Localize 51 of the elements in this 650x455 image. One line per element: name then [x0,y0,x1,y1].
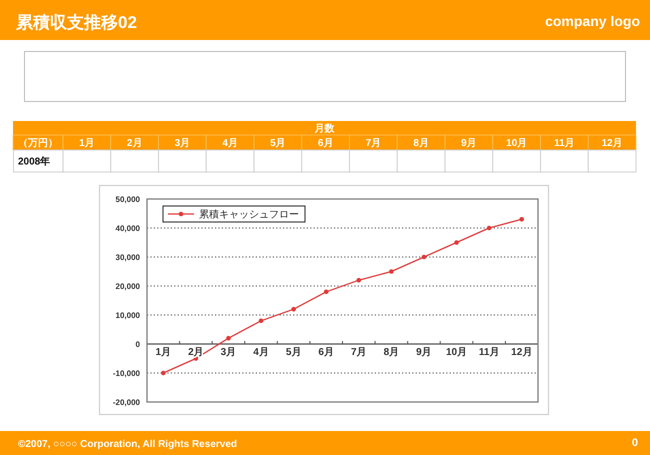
text: company logo [545,13,640,29]
x-tick-label: 1月 [156,347,172,358]
point [454,240,459,245]
y-tick-label: 50,000 [116,195,141,204]
x-tick-label: 6月 [318,347,334,358]
y-tick-label: 40,000 [116,224,141,233]
point [258,318,264,324]
y-tick-label: 20,000 [116,282,141,291]
point [389,269,394,274]
text: ©2007, ○○○○ Corporation, All Rights Reserved [18,439,237,450]
y-tick-label: -20,000 [112,398,141,407]
x-tick-label: 11月 [478,347,500,358]
x-tick-label: 12月 [602,138,623,150]
x-tick-label: 10月 [446,347,468,358]
legend-label: 累積キャッシュフロー [199,208,299,221]
point [324,290,329,294]
x-tick-label: 10月 [506,138,528,150]
x-tick-label: 3月 [174,138,190,150]
x-tick-label: 9月 [416,347,432,358]
text: 累積収支推移02 [15,13,137,32]
x-tick-label: 2月 [188,347,204,358]
x-tick-label: 7月 [366,138,382,150]
point [519,217,524,222]
point [291,306,296,312]
x-tick-label: 1月 [79,138,95,150]
x-tick-label: 7月 [351,347,367,358]
x-tick-label: 5月 [270,138,286,150]
x-tick-label: 12月 [511,347,532,358]
x-tick-label: 8月 [413,138,429,150]
text: 0 [632,437,638,449]
x-tick-label: 4月 [222,138,238,150]
x-tick-label: 8月 [384,347,400,358]
x-tick-label: 9月 [461,138,477,150]
y-tick-label: -10,000 [112,369,141,378]
y-tick-label: 2008年 [18,156,50,168]
x-tick-label: 2月 [126,138,142,150]
y-tick-label: 10,000 [116,311,141,320]
point [356,278,362,282]
point [226,336,231,340]
x-tick-label: 3月 [220,347,236,358]
y-tick-label: 30,000 [116,253,141,262]
chart-title: 月数 [314,122,336,135]
y-axis-title: （万円） [18,138,58,150]
point [422,254,426,260]
x-tick-label: 6月 [318,138,334,150]
x-tick-label: 11月 [554,138,575,150]
point [160,370,166,376]
x-tick-label: 5月 [286,347,302,358]
y-tick-label: 0 [136,340,141,349]
x-tick-label: 4月 [253,347,269,358]
point [486,226,492,230]
